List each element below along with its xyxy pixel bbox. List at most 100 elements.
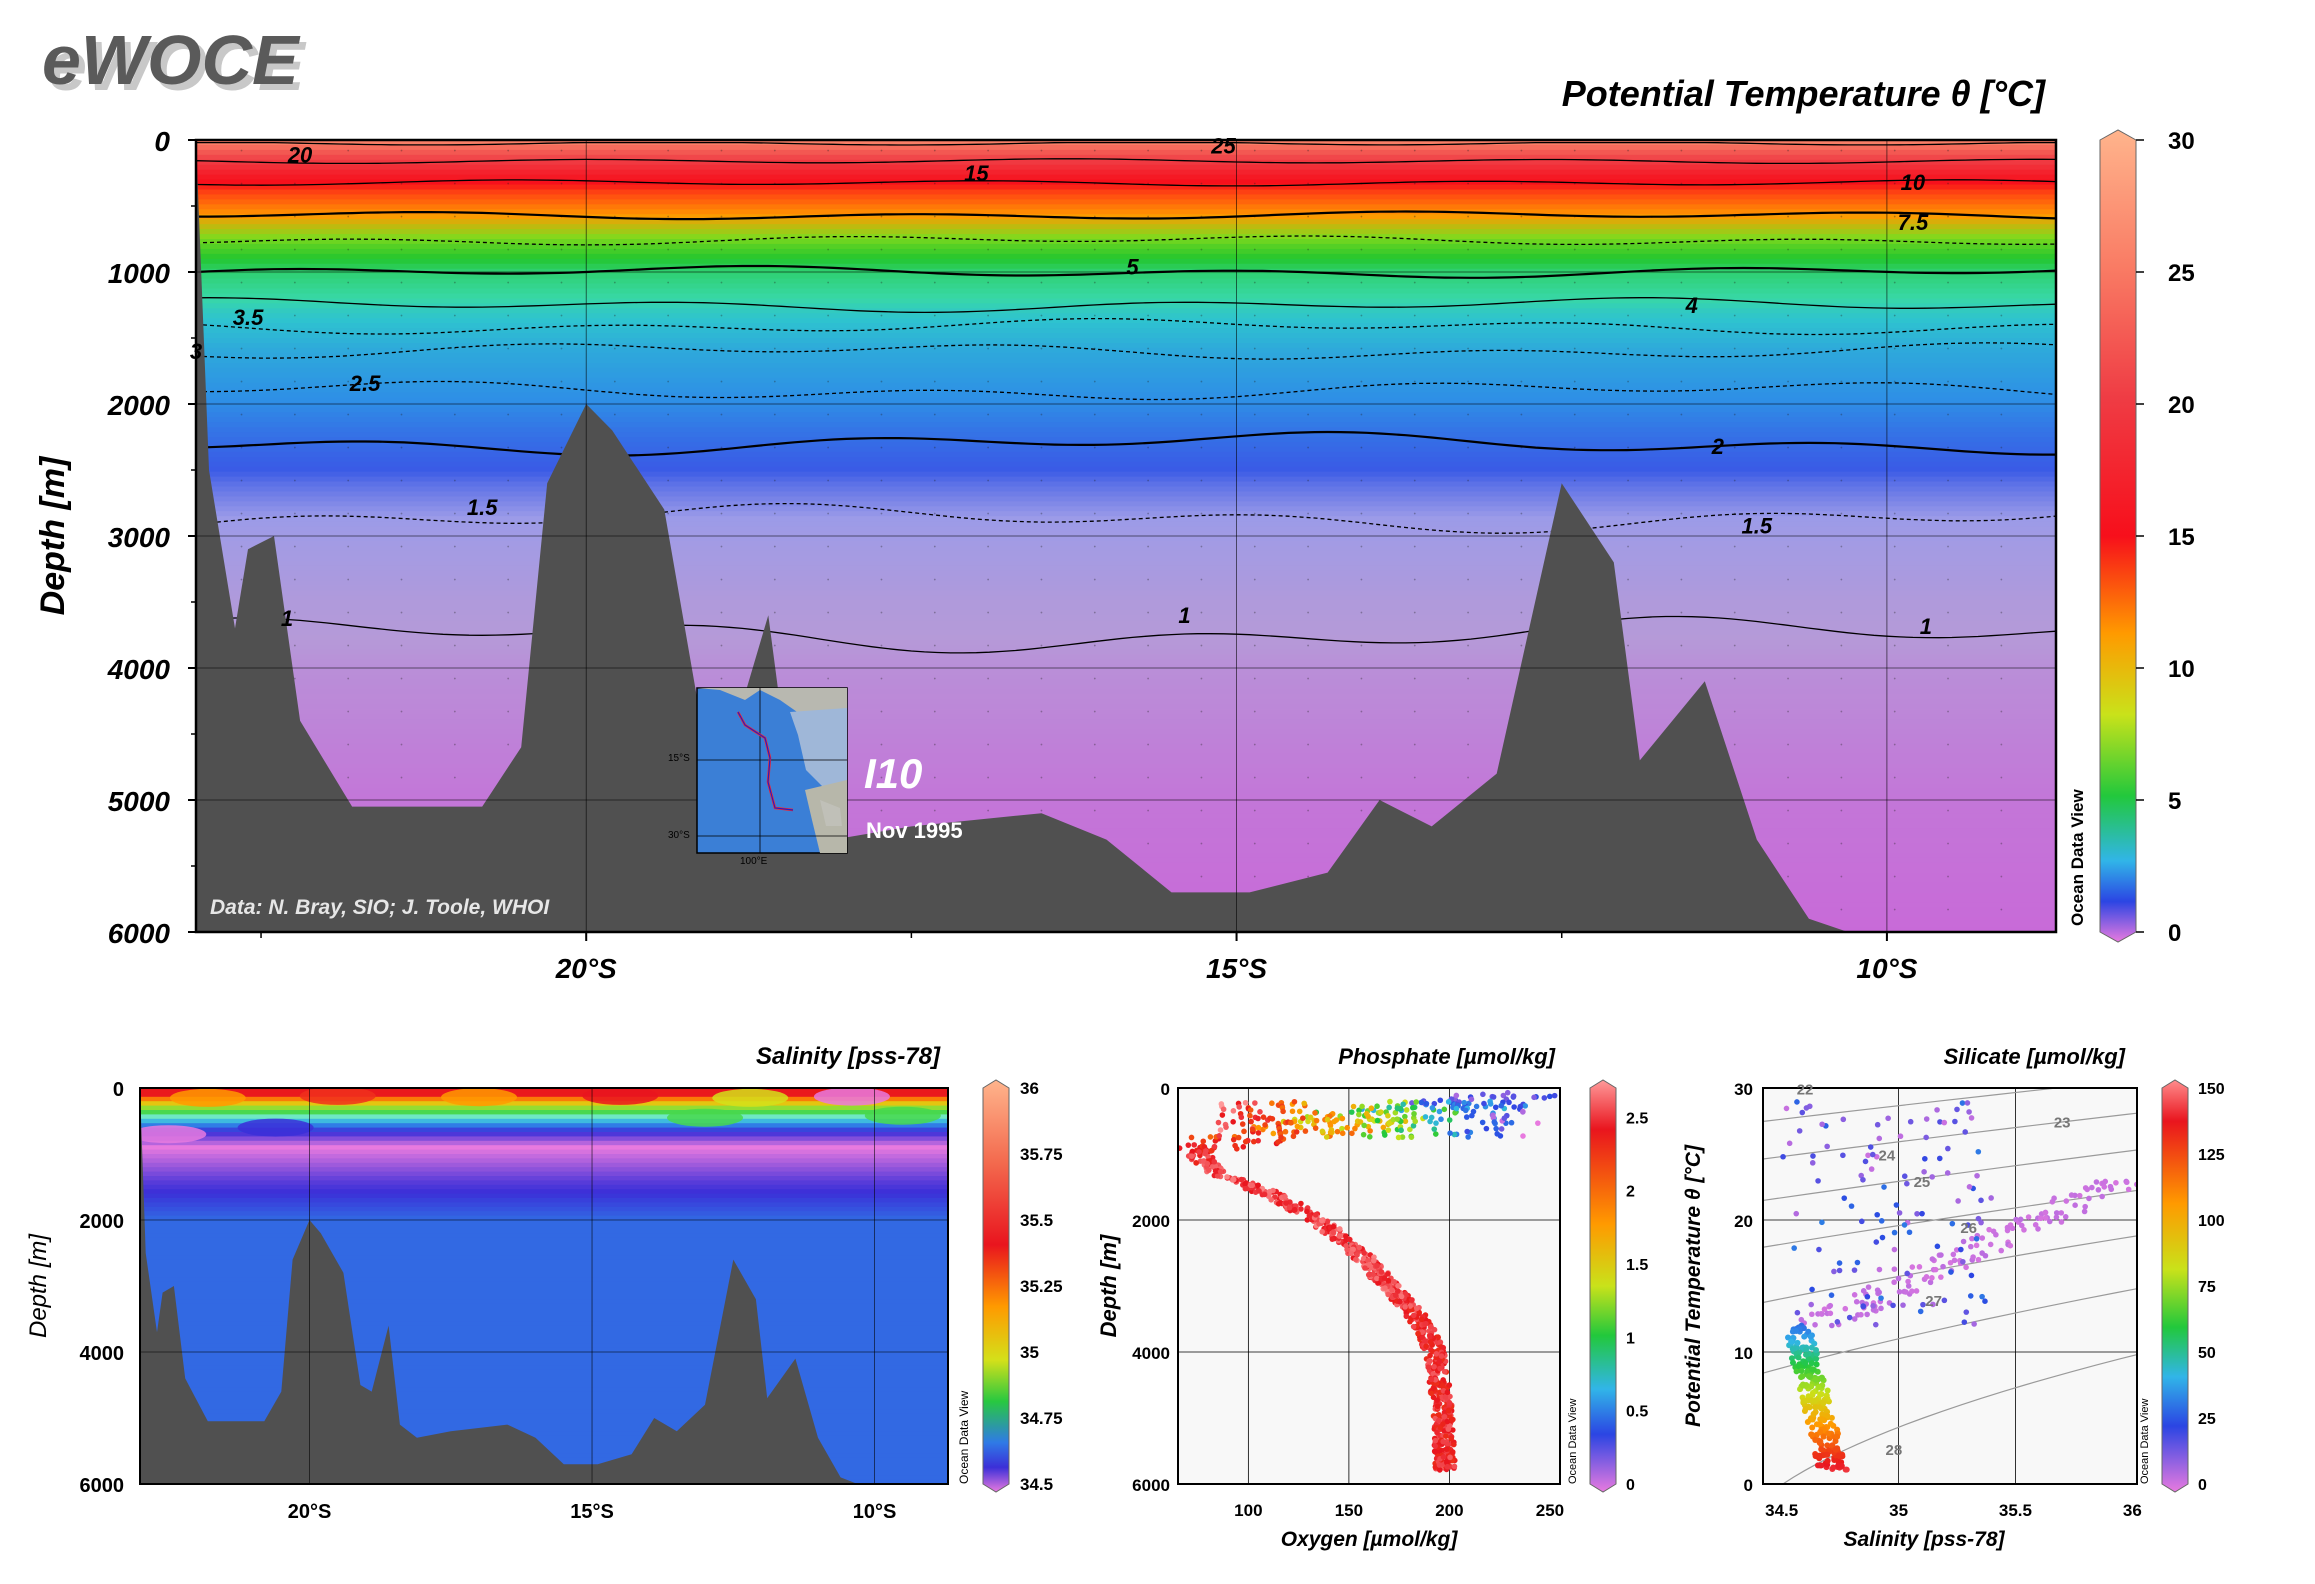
- silicate-point: [1808, 1431, 1815, 1438]
- phosphate-point: [1491, 1119, 1498, 1125]
- silicate-point: [1945, 1145, 1951, 1152]
- silicate-point: [1895, 1275, 1902, 1282]
- phosphate-point: [1535, 1120, 1541, 1126]
- main-depth-tick: 4000: [107, 654, 171, 685]
- temperature-band: [196, 724, 2056, 731]
- silicate-point: [2101, 1184, 2108, 1190]
- silicate-point: [1789, 1359, 1796, 1366]
- silicate-point: [1831, 1268, 1837, 1275]
- temperature-band: [196, 412, 2056, 419]
- phosphate-point: [1312, 1110, 1318, 1116]
- sample-point: [1947, 281, 1949, 284]
- sample-point: [293, 578, 296, 581]
- phosphate-point: [1298, 1206, 1304, 1212]
- sample-point: [1627, 578, 1629, 581]
- temperature-band: [196, 372, 2056, 379]
- sample-point: [1307, 875, 1309, 878]
- phosphate-point: [1382, 1132, 1388, 1138]
- phosphate-title: Phosphate [µmol/kg]: [1338, 1044, 1555, 1069]
- sample-point: [507, 347, 510, 350]
- sample-point: [507, 479, 510, 482]
- inset-lat-label-15: 15°S: [668, 753, 690, 764]
- sample-point: [1627, 446, 1629, 449]
- phosphate-point: [1394, 1105, 1401, 1111]
- phosphate-point: [1416, 1309, 1422, 1316]
- sample-point: [1200, 479, 1203, 482]
- sample-point: [1733, 314, 1736, 317]
- sample-point: [1200, 512, 1203, 515]
- temperature-band: [196, 229, 2056, 236]
- sample-point: [613, 281, 616, 284]
- silicate-point: [1818, 1446, 1825, 1453]
- silicate-point: [2025, 1214, 2032, 1220]
- phosphate-point: [1433, 1351, 1440, 1357]
- sample-point: [1520, 545, 1523, 548]
- silicate-point: [1824, 1143, 1830, 1150]
- silicate-point: [1975, 1256, 1982, 1263]
- sample-point: [1627, 347, 1629, 350]
- salinity-band: [140, 1096, 948, 1103]
- sample-point: [1147, 743, 1150, 746]
- phosphate-point: [1451, 1463, 1458, 1470]
- sample-point: [933, 512, 936, 515]
- sample-point: [880, 644, 883, 647]
- phosphate-point: [1378, 1109, 1384, 1115]
- sample-point: [720, 446, 723, 449]
- silicate-point: [1932, 1266, 1939, 1273]
- temperature-band: [196, 377, 2056, 384]
- silicate-point: [1922, 1155, 1928, 1162]
- phosphate-point: [1306, 1212, 1313, 1219]
- sample-point: [1520, 644, 1523, 647]
- sample-point: [400, 578, 403, 581]
- temperature-band: [196, 179, 2056, 186]
- phosphate-point: [1444, 1463, 1451, 1470]
- phosphate-point: [1354, 1252, 1360, 1258]
- silicate-point: [2042, 1209, 2049, 1216]
- sample-point: [1307, 677, 1309, 680]
- silicate-point: [1971, 1321, 1977, 1327]
- temperature-band: [196, 808, 2056, 815]
- phosphate-point: [1255, 1182, 1261, 1189]
- sample-point: [1413, 710, 1416, 713]
- silicate-point: [1951, 1257, 1958, 1264]
- phosphate-point: [1428, 1390, 1435, 1397]
- sample-point: [1680, 248, 1683, 251]
- silicate-point: [1881, 1184, 1887, 1190]
- sample-point: [773, 611, 776, 614]
- silicate-point: [1938, 1252, 1944, 1258]
- silicate-colorbar-tick: 150: [2198, 1081, 2225, 1098]
- phosphate-point: [1247, 1112, 1253, 1119]
- sample-point: [880, 710, 883, 713]
- phosphate-point: [1431, 1363, 1437, 1370]
- phosphate-point: [1415, 1330, 1421, 1337]
- silicate-point: [1836, 1267, 1843, 1274]
- sample-point: [720, 512, 723, 515]
- salinity-band: [140, 1422, 948, 1428]
- phosphate-point: [1238, 1176, 1245, 1183]
- silicate-point: [1829, 1322, 1835, 1329]
- phosphate-point: [1436, 1467, 1443, 1473]
- phosphate-point: [1392, 1292, 1399, 1299]
- phosphate-point: [1275, 1201, 1282, 1207]
- sample-point: [453, 545, 456, 548]
- silicate-point: [1979, 1235, 1986, 1241]
- sample-point: [827, 446, 830, 449]
- silicate-point: [1816, 1246, 1822, 1253]
- sample-point: [1893, 842, 1896, 845]
- sample-point: [773, 512, 776, 515]
- silicate-point: [1795, 1354, 1802, 1361]
- sample-point: [1147, 479, 1150, 482]
- phosphate-point: [1395, 1288, 1401, 1294]
- ewoce-logo: eWOCE: [42, 21, 301, 99]
- silicate-point: [2058, 1219, 2065, 1225]
- sample-point: [773, 380, 776, 383]
- contour-label: 2: [1711, 434, 1725, 459]
- silicate-point: [1947, 1259, 1954, 1266]
- salinity-band: [140, 1281, 948, 1287]
- sample-point: [240, 182, 243, 185]
- temperature-band: [196, 773, 2056, 780]
- phosphate-point: [1419, 1329, 1426, 1335]
- phosphate-point: [1408, 1134, 1415, 1140]
